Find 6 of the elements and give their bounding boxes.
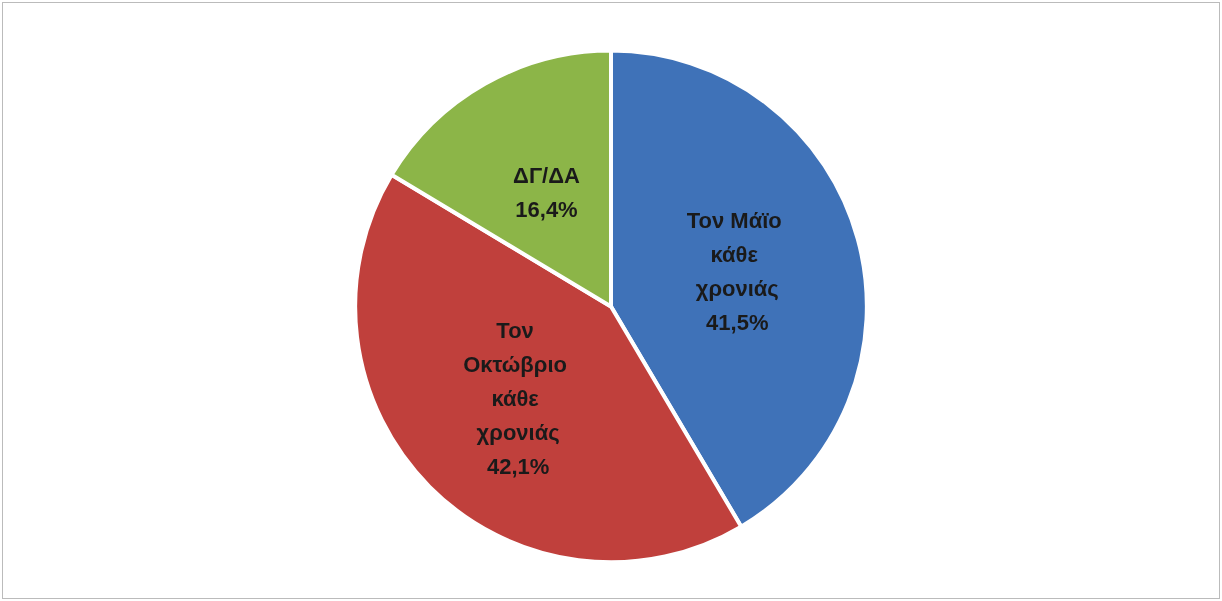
slice-label: Τον Οκτώβριο κάθε χρονιάς [463, 318, 574, 446]
slice-label: Τον Μάϊο κάθε χρονιάς [686, 208, 788, 302]
data-label: 16,4% [515, 197, 578, 223]
data-label: 41,5% [706, 310, 769, 336]
slice-label: ΔΓ/ΔΑ [513, 163, 581, 189]
data-label: 42,1% [486, 454, 550, 480]
